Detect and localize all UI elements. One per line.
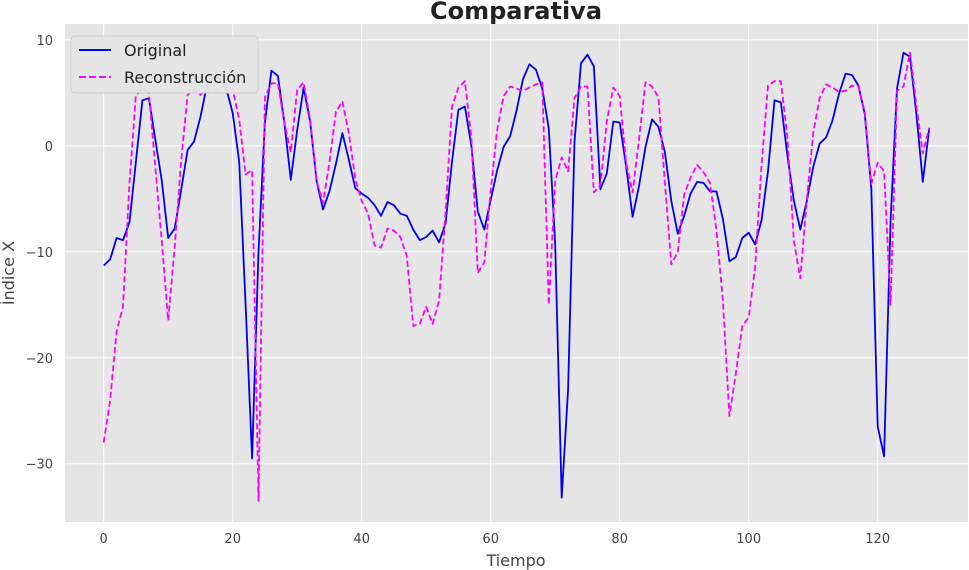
x-axis-label: Tiempo	[485, 551, 545, 570]
series-line-original	[103, 51, 931, 499]
series-line-reconstruccion	[102, 51, 931, 502]
legend: Original Reconstrucción	[70, 35, 259, 94]
y-tick-label: 10	[36, 34, 53, 49]
y-axis-label: Índice X	[0, 241, 18, 305]
grid	[65, 24, 968, 522]
x-tick-label: 100	[736, 532, 761, 547]
legend-label-reconstruccion: Reconstrucción	[124, 68, 246, 87]
y-tick-label: −30	[26, 458, 53, 473]
legend-label-original: Original	[124, 41, 187, 60]
x-tick-labels: 0 20 40 60 80 100 120	[100, 532, 891, 547]
legend-box	[70, 35, 259, 94]
y-tick-label: 0	[45, 140, 53, 155]
x-tick-label: 40	[353, 532, 370, 547]
plot-background	[65, 24, 968, 522]
y-tick-label: −20	[26, 352, 53, 367]
x-tick-label: 120	[865, 532, 890, 547]
x-tick-label: 60	[482, 532, 499, 547]
y-tick-labels: 10 0 −10 −20 −30	[26, 34, 53, 473]
x-tick-label: 20	[224, 532, 241, 547]
series-group	[102, 51, 931, 502]
x-tick-label: 80	[611, 532, 628, 547]
chart-title: Comparativa	[430, 0, 602, 25]
x-tick-label: 0	[100, 532, 108, 547]
y-tick-label: −10	[26, 246, 53, 261]
